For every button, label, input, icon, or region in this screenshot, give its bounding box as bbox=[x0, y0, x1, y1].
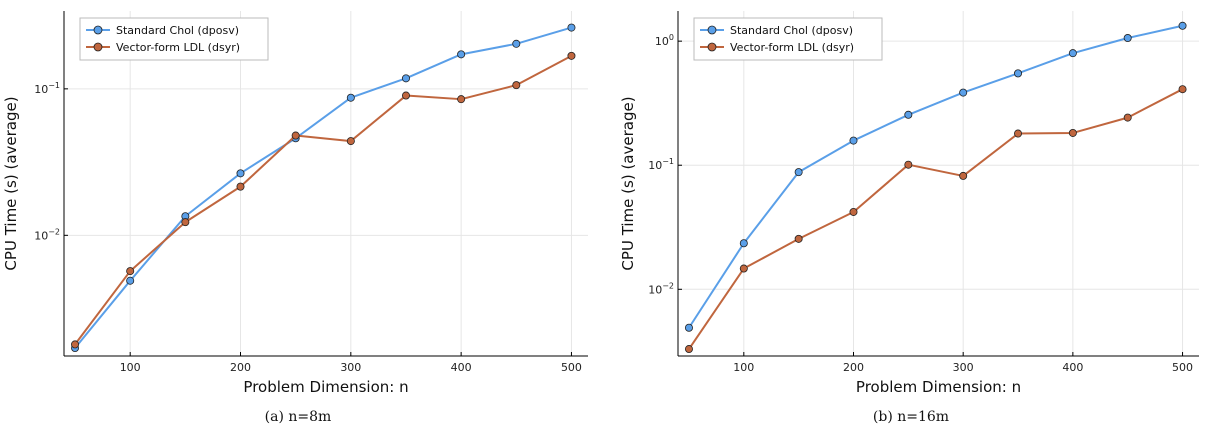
legend-marker bbox=[707, 42, 717, 52]
legend-marker bbox=[707, 25, 717, 35]
data-point bbox=[684, 323, 693, 332]
data-point bbox=[1123, 113, 1132, 122]
data-point bbox=[236, 169, 245, 178]
data-point bbox=[1014, 69, 1023, 78]
x-tick-label: 200 bbox=[230, 361, 251, 374]
y-axis-label: CPU Time (s) (average) bbox=[2, 96, 20, 270]
legend-box bbox=[79, 17, 269, 61]
series-line-ldl bbox=[74, 54, 572, 346]
legend: Standard Chol (dposv) Vector-form LDL (ds… bbox=[693, 17, 883, 61]
data-point bbox=[1014, 129, 1023, 138]
data-point bbox=[904, 110, 913, 119]
data-point bbox=[959, 88, 968, 97]
data-point bbox=[401, 91, 410, 100]
chart-panel-b: 100 200 300 400 500 10−2 10−1 100 Problem Dimens… bbox=[619, 11, 1199, 425]
chart-panel-a: 100 200 300 400 500 10−2 10−1 Problem Dimension… bbox=[2, 11, 588, 425]
x-tick-label: 100 bbox=[733, 361, 754, 374]
data-point bbox=[849, 207, 858, 216]
data-point bbox=[794, 234, 803, 243]
x-axis-label: Problem Dimension: n bbox=[856, 378, 1021, 396]
x-tick-label: 200 bbox=[843, 361, 864, 374]
data-point bbox=[181, 218, 190, 227]
x-tick-label: 100 bbox=[120, 361, 141, 374]
y-axis-label: CPU Time (s) (average) bbox=[619, 96, 637, 270]
data-point bbox=[739, 264, 748, 273]
x-tick-label: 500 bbox=[561, 361, 582, 374]
data-point bbox=[1178, 85, 1187, 94]
data-point bbox=[512, 81, 521, 90]
legend-box bbox=[693, 17, 883, 61]
data-point bbox=[1068, 49, 1077, 58]
legend-entry: Standard Chol (dposv) bbox=[730, 24, 853, 37]
legend-entry: Vector-form LDL (dsyr) bbox=[116, 41, 240, 54]
data-point bbox=[794, 168, 803, 177]
y-tick-label: 10−2 bbox=[34, 227, 60, 242]
y-tick-label: 100 bbox=[655, 33, 674, 48]
x-tick-label: 300 bbox=[340, 361, 361, 374]
x-tick-label: 300 bbox=[953, 361, 974, 374]
series-line-chol bbox=[688, 24, 1183, 329]
legend-marker bbox=[93, 42, 103, 52]
legend: Standard Chol (dposv) Vector-form LDL (ds… bbox=[79, 17, 269, 61]
y-tick-label: 10−1 bbox=[34, 81, 60, 96]
data-point bbox=[849, 136, 858, 145]
data-point bbox=[236, 182, 245, 191]
data-point bbox=[346, 93, 355, 102]
legend-marker bbox=[93, 25, 103, 35]
series-line-ldl bbox=[688, 88, 1184, 350]
series-line-chol bbox=[74, 26, 572, 349]
data-point bbox=[126, 276, 135, 285]
data-point bbox=[739, 239, 748, 248]
data-point bbox=[1068, 128, 1077, 137]
data-point bbox=[291, 131, 300, 140]
data-point bbox=[567, 51, 576, 60]
y-tick-label: 10−1 bbox=[648, 157, 674, 172]
data-point bbox=[567, 23, 576, 32]
legend-entry: Vector-form LDL (dsyr) bbox=[730, 41, 854, 54]
legend-entry: Standard Chol (dposv) bbox=[116, 24, 239, 37]
data-point bbox=[71, 340, 80, 349]
x-tick-label: 400 bbox=[1062, 361, 1083, 374]
x-tick-label: 500 bbox=[1172, 361, 1193, 374]
data-point bbox=[401, 74, 410, 83]
data-point bbox=[126, 267, 135, 276]
data-point bbox=[346, 137, 355, 146]
data-point bbox=[457, 50, 466, 59]
panel-caption: (b) n=16m bbox=[873, 409, 949, 425]
y-tick-label: 10−2 bbox=[648, 281, 674, 296]
data-point bbox=[684, 345, 693, 354]
data-point bbox=[457, 95, 466, 104]
x-axis-label: Problem Dimension: n bbox=[243, 378, 408, 396]
panel-caption: (a) n=8m bbox=[265, 409, 332, 425]
data-point bbox=[959, 171, 968, 180]
x-tick-label: 400 bbox=[451, 361, 472, 374]
data-point bbox=[512, 39, 521, 48]
data-point bbox=[1178, 21, 1187, 30]
data-point bbox=[904, 160, 913, 169]
data-point bbox=[1123, 34, 1132, 43]
